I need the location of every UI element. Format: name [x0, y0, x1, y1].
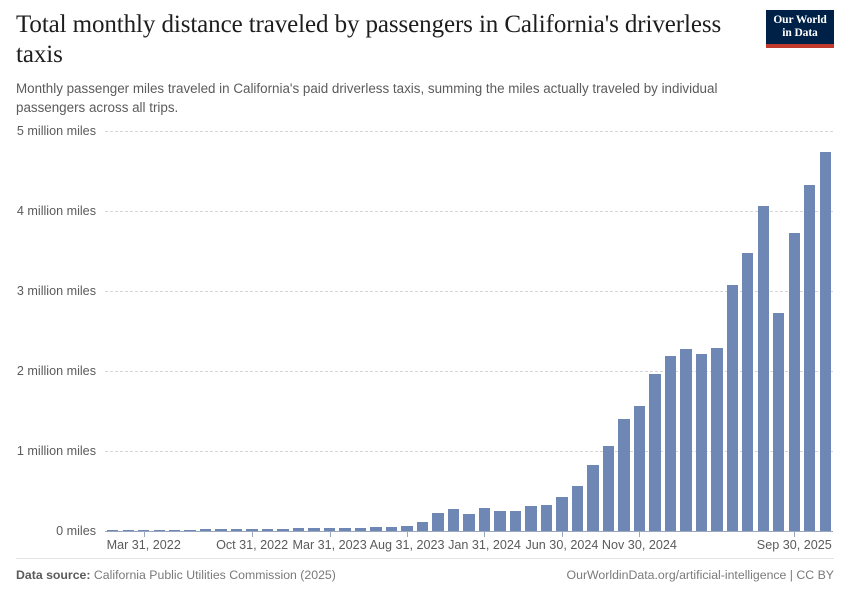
bar[interactable]	[540, 504, 553, 531]
chart-canvas: 0 miles 1 million miles 2 million miles 3 m…	[0, 118, 850, 553]
bar[interactable]	[463, 514, 475, 531]
bar[interactable]	[525, 506, 537, 531]
bar[interactable]	[292, 528, 305, 531]
x-axis-tick	[639, 531, 641, 537]
chart-footer: Data source: California Public Utilities…	[16, 558, 834, 588]
bar[interactable]	[509, 510, 522, 531]
page-title: Total monthly distance traveled by passe…	[16, 11, 722, 68]
bar[interactable]	[494, 511, 506, 531]
y-axis-tick-label: 1 million miles	[16, 444, 96, 458]
bar[interactable]	[184, 529, 196, 531]
x-axis-tick-label: Aug 31, 2023	[369, 538, 445, 552]
y-axis-tick-label: 2 million miles	[16, 364, 96, 378]
bar[interactable]	[169, 529, 181, 531]
y-axis-tick-label: 5 million miles	[16, 124, 96, 138]
bar[interactable]	[308, 528, 320, 531]
y-axis-tick-label: 0 miles	[56, 524, 96, 538]
bar[interactable]	[447, 509, 460, 531]
bar[interactable]	[788, 233, 800, 531]
gridline	[105, 211, 833, 212]
bar[interactable]	[695, 354, 708, 531]
chart-header: Total monthly distance traveled by passe…	[16, 10, 834, 118]
x-axis-tick-label: Mar 31, 2023	[292, 538, 367, 552]
bar[interactable]	[773, 313, 785, 531]
bar[interactable]	[819, 151, 831, 531]
bar[interactable]	[664, 355, 677, 531]
x-axis-tick-label: Jan 31, 2024	[448, 538, 521, 552]
gridline	[105, 131, 833, 132]
gridline	[105, 371, 833, 372]
bar[interactable]	[432, 512, 444, 531]
attribution-link[interactable]: OurWorldinData.org/artificial-intelligen…	[566, 568, 834, 582]
bar[interactable]	[649, 374, 661, 531]
bar[interactable]	[199, 529, 212, 531]
axis-baseline	[105, 531, 833, 532]
bar[interactable]	[587, 465, 599, 531]
bar[interactable]	[370, 527, 382, 531]
bar[interactable]	[122, 529, 134, 531]
x-axis-tick-label: Nov 30, 2024	[601, 538, 677, 552]
x-axis-tick	[407, 531, 409, 537]
bar[interactable]	[556, 496, 568, 531]
data-source-value: California Public Utilities Commission (…	[93, 568, 336, 582]
bar[interactable]	[153, 529, 165, 531]
bar[interactable]	[618, 419, 630, 531]
bar[interactable]	[230, 529, 243, 531]
bar[interactable]	[354, 527, 367, 531]
bar[interactable]	[339, 527, 351, 531]
bar[interactable]	[804, 184, 816, 531]
bar[interactable]	[757, 206, 769, 531]
x-axis-tick	[329, 531, 331, 537]
plot-area	[105, 131, 833, 532]
x-axis-tick	[484, 531, 486, 537]
bar[interactable]	[478, 507, 491, 531]
bar[interactable]	[726, 285, 738, 531]
bar[interactable]	[138, 529, 150, 531]
x-axis-tick-label: Jun 30, 2024	[525, 538, 599, 552]
bar[interactable]	[107, 529, 119, 531]
gridline	[105, 451, 833, 452]
bar[interactable]	[416, 522, 429, 531]
bar[interactable]	[680, 349, 692, 531]
bar[interactable]	[633, 406, 646, 531]
bar[interactable]	[323, 528, 336, 531]
bar[interactable]	[277, 528, 289, 531]
bar[interactable]	[261, 528, 274, 531]
bar[interactable]	[602, 446, 615, 531]
x-axis-tick-label: Sep 30, 2025	[756, 538, 832, 552]
x-axis-tick-label: Mar 31, 2022	[106, 538, 181, 552]
bar[interactable]	[571, 486, 584, 531]
bar[interactable]	[401, 526, 413, 531]
x-axis-tick	[252, 531, 254, 537]
logo-line-2: in Data	[782, 27, 818, 39]
y-axis-tick-label: 3 million miles	[16, 284, 96, 298]
bar[interactable]	[385, 526, 398, 531]
chart-subtitle: Monthly passenger miles traveled in Cali…	[16, 81, 718, 115]
our-world-in-data-logo[interactable]: Our World in Data	[766, 10, 834, 48]
bar[interactable]	[246, 528, 258, 531]
x-axis-tick	[143, 531, 145, 537]
x-axis-tick-label: Oct 31, 2022	[216, 538, 289, 552]
x-axis: Mar 31, 2022 Oct 31, 2022 Mar 31, 2023 Aug …	[105, 531, 833, 559]
bar[interactable]	[711, 347, 723, 531]
data-source: Data source: California Public Utilities…	[16, 568, 336, 582]
y-axis-tick-label: 4 million miles	[16, 204, 96, 218]
x-axis-tick	[794, 531, 796, 537]
x-axis-tick	[561, 531, 563, 537]
data-source-label: Data source:	[16, 568, 91, 582]
gridline	[105, 291, 833, 292]
logo-line-1: Our World	[773, 14, 827, 26]
bar[interactable]	[742, 253, 754, 531]
bar[interactable]	[215, 529, 227, 531]
y-axis-labels: 0 miles 1 million miles 2 million miles 3 m…	[0, 124, 100, 538]
bar-series	[105, 131, 833, 531]
